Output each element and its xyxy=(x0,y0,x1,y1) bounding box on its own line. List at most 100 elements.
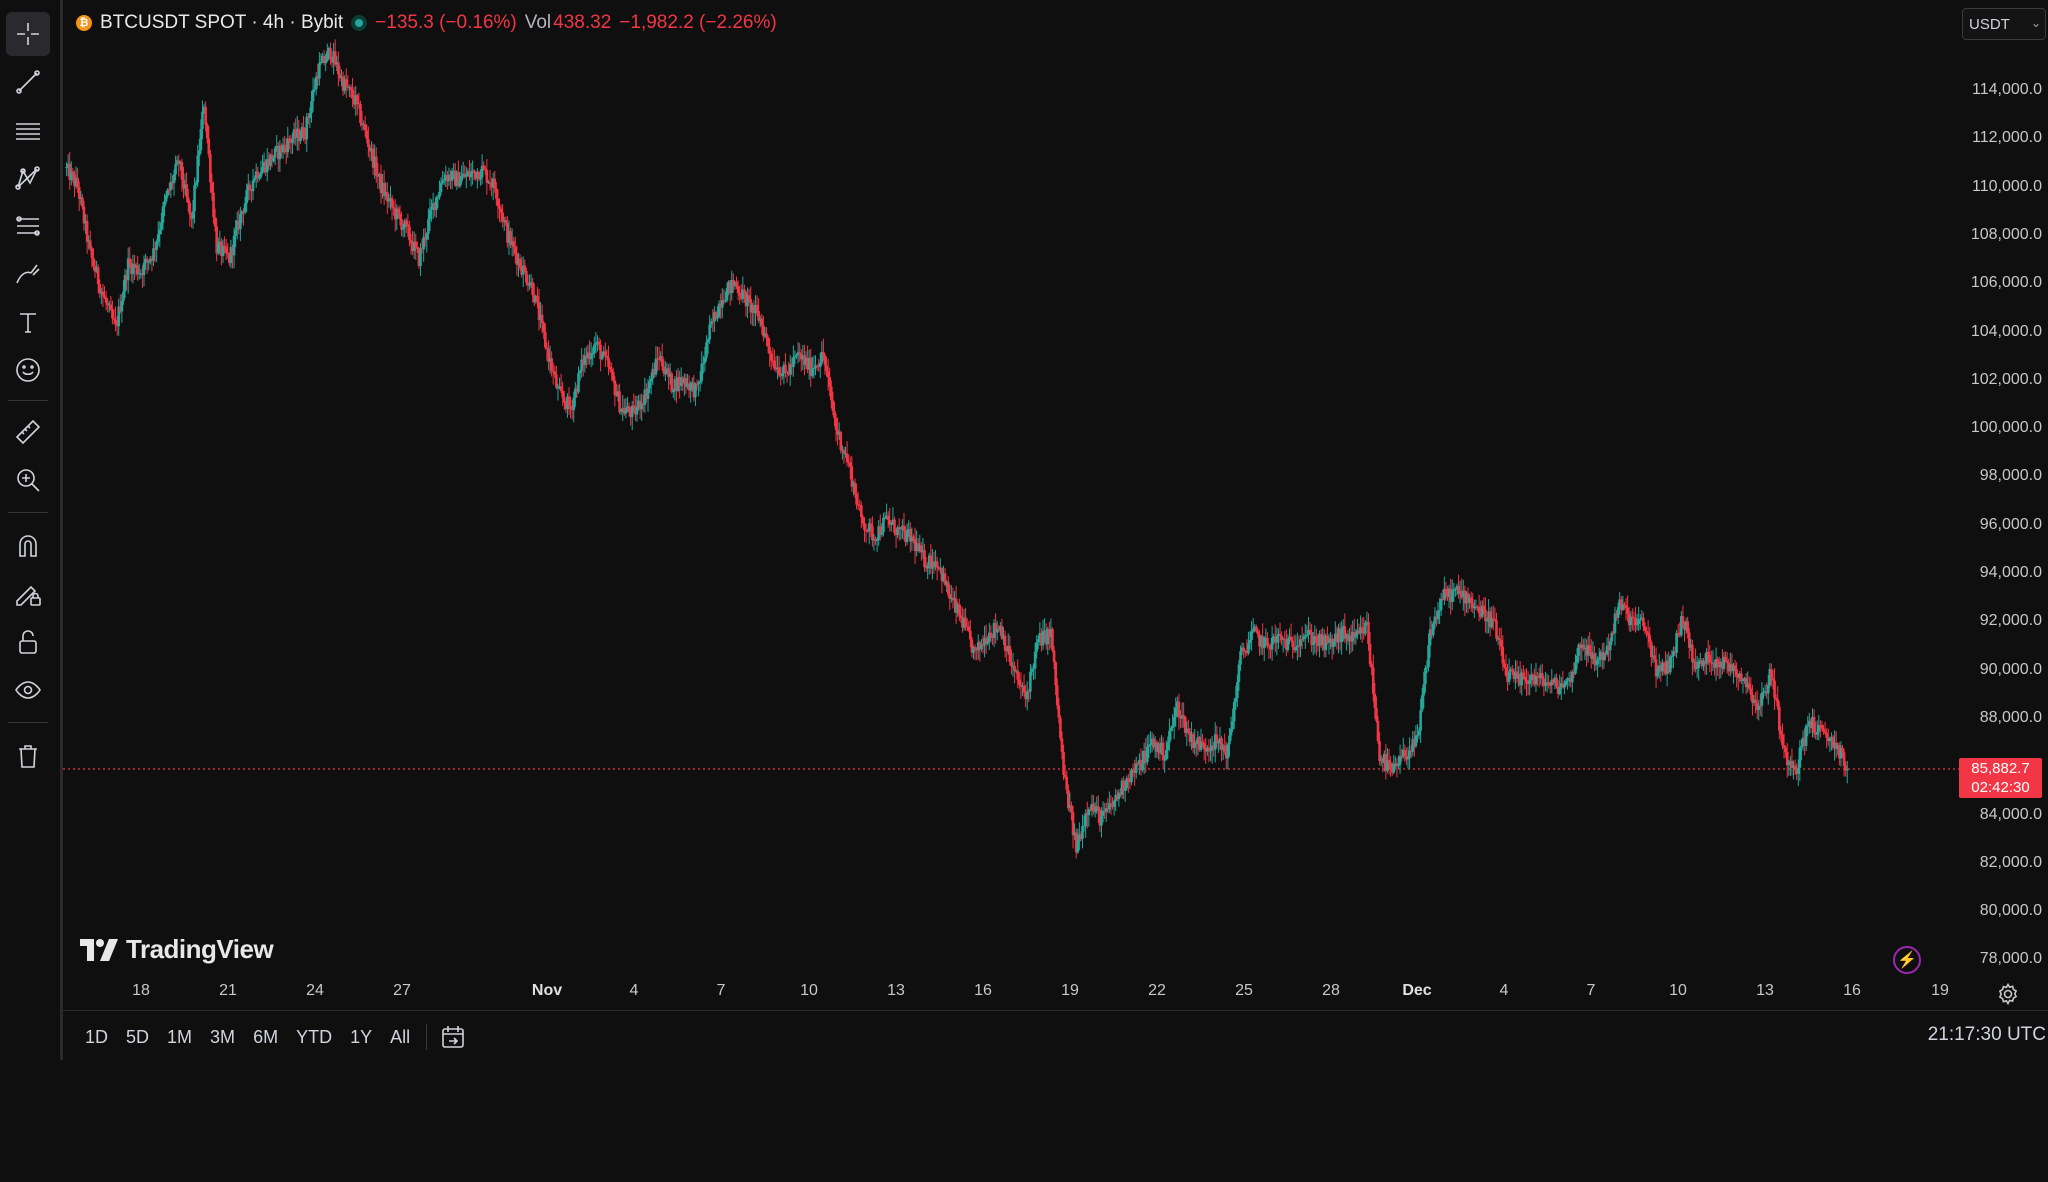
candle xyxy=(725,282,729,303)
candle xyxy=(831,391,835,416)
candle xyxy=(602,346,606,358)
candle xyxy=(1722,651,1726,672)
candle xyxy=(1392,754,1396,775)
candle xyxy=(1273,624,1277,653)
candle xyxy=(180,158,184,192)
candle xyxy=(640,393,643,421)
candle xyxy=(1160,735,1163,755)
utc-clock[interactable]: 21:17:30 UTC xyxy=(1927,1024,2046,1045)
chart-pane[interactable] xyxy=(63,0,1960,998)
candle xyxy=(1604,650,1607,661)
time-axis-label: 22 xyxy=(1148,982,1166,999)
candle xyxy=(1190,721,1193,750)
time-axis-label: 10 xyxy=(800,982,818,999)
trend-line-icon[interactable] xyxy=(6,60,50,104)
go-to-date-icon[interactable] xyxy=(439,1023,467,1051)
gear-icon[interactable] xyxy=(1996,982,2020,1006)
candle xyxy=(670,371,674,394)
candle xyxy=(356,93,359,116)
time-axis[interactable]: 18 21 24 27 Nov 4 7 10 13 16 19 22 25 28 Dec 4 7 10 13 16 19 xyxy=(63,982,1960,1006)
candle xyxy=(1561,670,1565,689)
tradingview-logo[interactable]: TradingView xyxy=(80,934,274,965)
candle xyxy=(137,263,141,280)
eye-icon[interactable] xyxy=(6,668,50,712)
candle xyxy=(1089,804,1092,812)
candle xyxy=(318,52,321,86)
candle xyxy=(984,624,988,654)
candle xyxy=(975,647,978,661)
candle xyxy=(371,143,375,175)
chart-legend[interactable]: ₿ BTCUSDT SPOT · 4h · Bybit −135.3 (−0.1… xyxy=(76,10,777,36)
time-axis-label: 19 xyxy=(1061,982,1079,999)
candlestick-chart[interactable] xyxy=(63,0,1960,998)
candle xyxy=(804,351,808,370)
candle xyxy=(1495,612,1498,642)
candle xyxy=(363,115,367,137)
time-axis-label: 4 xyxy=(1499,982,1509,999)
horizontal-lines-icon[interactable] xyxy=(6,108,50,152)
candle xyxy=(1623,601,1626,610)
candle xyxy=(1594,652,1598,671)
fib-icon[interactable] xyxy=(6,204,50,248)
candle xyxy=(747,288,751,303)
candle xyxy=(1128,770,1132,790)
candle xyxy=(422,228,425,262)
range-3m-button[interactable]: 3M xyxy=(210,1026,236,1047)
emoji-icon[interactable] xyxy=(6,348,50,392)
candle xyxy=(1687,628,1691,659)
candle xyxy=(373,144,376,179)
candle xyxy=(123,268,127,298)
candle xyxy=(830,380,833,409)
candle xyxy=(769,350,773,370)
range-6m-button[interactable]: 6M xyxy=(253,1026,279,1047)
candle xyxy=(1455,583,1459,596)
symbol-title[interactable]: BTCUSDT SPOT · 4h · Bybit xyxy=(100,12,344,33)
candle xyxy=(160,212,163,235)
candle xyxy=(1035,635,1038,659)
candle xyxy=(1431,621,1435,638)
candle xyxy=(1749,677,1753,701)
candle xyxy=(526,274,530,292)
brush-icon[interactable] xyxy=(6,252,50,296)
trash-icon[interactable] xyxy=(6,734,50,778)
ruler-icon[interactable] xyxy=(6,410,50,454)
candle xyxy=(226,243,230,259)
range-ytd-button[interactable]: YTD xyxy=(296,1026,333,1047)
candle xyxy=(1270,626,1274,661)
candle xyxy=(442,172,446,186)
lock-icon[interactable] xyxy=(6,620,50,664)
zoom-in-icon[interactable] xyxy=(6,458,50,502)
range-1d-button[interactable]: 1D xyxy=(85,1026,109,1047)
candle xyxy=(1316,633,1320,652)
magnet-icon[interactable] xyxy=(6,524,50,568)
candle xyxy=(1117,789,1121,807)
candle xyxy=(1327,633,1331,655)
candle xyxy=(1038,622,1042,646)
price-axis[interactable]: 114,000.0 112,000.0 110,000.0 108,000.0 106,… xyxy=(1960,0,2048,998)
candle xyxy=(1063,764,1067,780)
text-icon[interactable] xyxy=(6,300,50,344)
range-all-button[interactable]: All xyxy=(390,1026,411,1047)
candle xyxy=(757,298,760,324)
lightning-icon[interactable]: ⚡ xyxy=(1893,946,1921,974)
candle xyxy=(152,238,155,267)
candle xyxy=(1741,678,1745,694)
candle xyxy=(1326,626,1329,645)
range-1y-button[interactable]: 1Y xyxy=(350,1026,373,1047)
range-5d-button[interactable]: 5D xyxy=(126,1026,150,1047)
lock-draw-icon[interactable] xyxy=(6,572,50,616)
candle xyxy=(1174,697,1178,728)
candle xyxy=(95,260,98,274)
candle xyxy=(1386,747,1389,774)
candle xyxy=(1815,720,1819,740)
candle xyxy=(1501,635,1505,671)
candle xyxy=(1196,730,1200,756)
pattern-icon[interactable] xyxy=(6,156,50,200)
currency-select[interactable]: USDT ⌄ xyxy=(1962,8,2046,40)
candle xyxy=(1237,659,1241,691)
candle xyxy=(1150,732,1154,753)
crosshair-icon[interactable] xyxy=(6,12,50,56)
candle xyxy=(512,237,516,257)
range-1m-button[interactable]: 1M xyxy=(167,1026,193,1047)
candle xyxy=(1596,656,1599,678)
